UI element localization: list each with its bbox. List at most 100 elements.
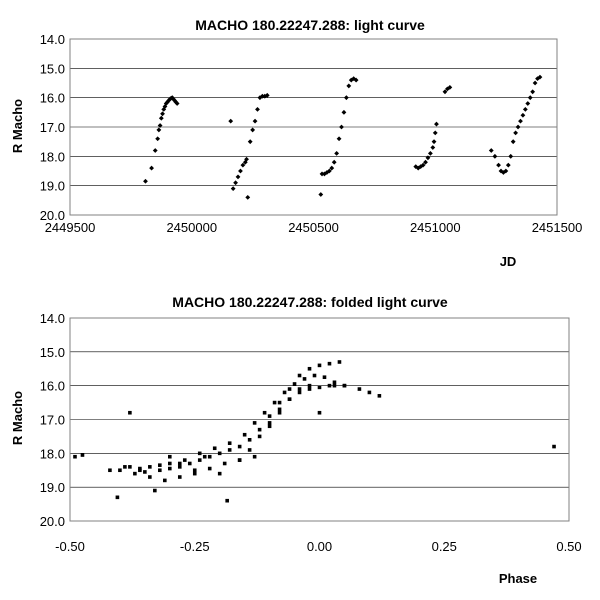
data-point xyxy=(192,471,197,476)
y-tick-label: 16.0 xyxy=(40,91,65,106)
data-point xyxy=(160,111,165,117)
data-point xyxy=(118,468,122,473)
y-tick-label: 14.0 xyxy=(40,311,65,326)
plot-area xyxy=(69,317,570,522)
x-tick-label: 2451500 xyxy=(532,220,583,235)
data-point xyxy=(527,95,533,101)
data-point xyxy=(520,112,526,118)
data-points xyxy=(73,360,556,503)
data-point xyxy=(307,387,312,391)
data-point xyxy=(257,95,263,101)
y-tick-label: 14.0 xyxy=(40,32,65,47)
data-point xyxy=(327,383,332,388)
data-point xyxy=(228,118,234,124)
data-point xyxy=(152,148,158,153)
data-point xyxy=(153,488,157,493)
data-point xyxy=(287,387,292,391)
data-point xyxy=(317,385,322,390)
data-point xyxy=(282,390,287,395)
y-tick-label: 15.0 xyxy=(40,61,65,76)
data-point xyxy=(341,109,347,115)
data-point xyxy=(238,168,243,174)
x-tick-label: -0.25 xyxy=(180,539,210,554)
data-point xyxy=(217,471,222,476)
data-point xyxy=(227,441,232,445)
data-point xyxy=(187,461,192,466)
data-point xyxy=(156,127,162,133)
data-point xyxy=(230,186,236,191)
data-point xyxy=(155,136,161,142)
data-point xyxy=(552,444,556,449)
data-point xyxy=(148,475,152,479)
data-point xyxy=(242,432,247,437)
data-point xyxy=(367,390,372,395)
data-point xyxy=(302,377,307,381)
data-point xyxy=(222,461,227,466)
x-tick-label: 2449500 xyxy=(45,220,96,235)
data-point xyxy=(522,107,528,112)
data-point xyxy=(420,162,426,168)
data-point xyxy=(177,461,182,466)
data-point xyxy=(297,390,302,395)
data-point xyxy=(192,468,197,473)
y-axis-label: R Macho xyxy=(10,99,25,153)
data-point xyxy=(217,451,222,456)
x-tick-label: 0.00 xyxy=(307,539,332,554)
data-point xyxy=(377,394,382,398)
data-point xyxy=(177,475,182,479)
data-point xyxy=(255,107,260,112)
y-axis-label: R Macho xyxy=(10,391,25,445)
y-tick-label: 19.0 xyxy=(40,480,65,495)
data-point xyxy=(233,180,238,186)
data-point xyxy=(319,171,325,177)
data-point xyxy=(510,139,516,145)
data-point xyxy=(245,195,251,200)
data-point xyxy=(503,168,509,174)
x-tick-label: -0.50 xyxy=(55,539,85,554)
data-point xyxy=(267,414,272,418)
data-point xyxy=(357,387,362,391)
chart-grid xyxy=(70,351,569,488)
plot-area xyxy=(69,38,558,216)
data-point xyxy=(307,383,312,388)
data-point xyxy=(530,89,536,95)
data-point xyxy=(80,453,85,457)
y-tick-labels: 14.0 15.0 16.0 17.0 18.0 19.0 20.0 xyxy=(40,311,65,529)
data-point xyxy=(326,168,332,174)
data-point xyxy=(257,427,262,432)
data-point xyxy=(318,192,324,197)
data-point xyxy=(339,124,344,130)
data-point xyxy=(235,174,241,180)
data-point xyxy=(115,495,120,500)
data-point xyxy=(158,115,164,121)
x-tick-label: 2451000 xyxy=(410,220,461,235)
data-point xyxy=(250,127,256,133)
data-point xyxy=(252,454,257,459)
data-point xyxy=(240,162,246,168)
data-point xyxy=(128,410,132,415)
data-point xyxy=(277,400,282,405)
data-point xyxy=(257,434,262,439)
data-point xyxy=(427,151,433,156)
data-point xyxy=(537,74,543,80)
data-point xyxy=(492,153,498,159)
data-point xyxy=(342,383,347,388)
data-point xyxy=(143,470,147,474)
data-point xyxy=(348,77,354,83)
data-point xyxy=(227,448,232,452)
light-curve-chart: MACHO 180.22247.288: light curve 14.0 15.… xyxy=(10,17,582,269)
data-point xyxy=(329,165,335,171)
data-point xyxy=(148,465,152,469)
data-point xyxy=(423,159,428,165)
data-point xyxy=(172,98,178,103)
data-point xyxy=(336,136,342,142)
data-point xyxy=(168,454,172,459)
x-axis-label: Phase xyxy=(499,571,537,586)
data-point xyxy=(334,151,340,156)
data-point xyxy=(505,162,511,168)
data-point xyxy=(501,170,506,175)
data-point xyxy=(197,451,202,456)
data-point xyxy=(332,383,337,388)
data-point xyxy=(202,454,207,459)
